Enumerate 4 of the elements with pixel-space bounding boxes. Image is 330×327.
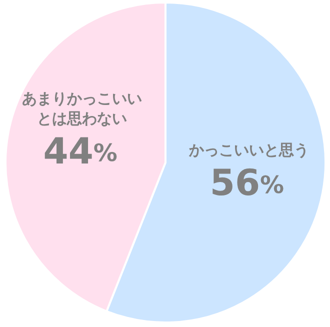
slice-label: かっこいいと思う bbox=[188, 141, 309, 160]
data-label: 44% bbox=[43, 131, 118, 172]
slice-label: あまりかっこいいとは思わない bbox=[22, 90, 142, 128]
data-label: 56% bbox=[210, 163, 284, 204]
